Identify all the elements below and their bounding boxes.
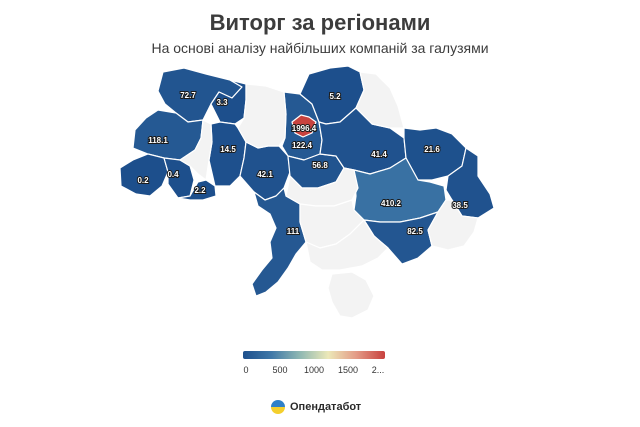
region-value-label-chernihiv: 5.2	[329, 92, 341, 101]
legend-tick: 500	[272, 365, 288, 375]
legend-ticks: 0 500 1000 1500 2...	[243, 365, 385, 383]
brand-logo[interactable]: Опендатабот	[271, 400, 361, 414]
region-sumy[interactable]	[355, 71, 405, 129]
region-value-label-poltava: 41.4	[371, 150, 387, 159]
region-value-label-chernivtsi: 2.2	[194, 186, 206, 195]
region-value-label-odesa: 111	[287, 227, 300, 236]
region-kherson[interactable]	[305, 219, 389, 271]
region-donetsk[interactable]	[427, 199, 479, 251]
region-kyiv-city[interactable]	[291, 114, 317, 138]
legend-gradient-bar	[243, 351, 385, 359]
region-value-label-luhansk: 38.5	[452, 201, 468, 210]
legend-tick: 0	[243, 365, 249, 375]
legend-tick: 2...	[371, 365, 385, 375]
region-zakarpattia[interactable]	[119, 153, 169, 197]
region-value-label-rivne: 3.3	[216, 98, 228, 107]
region-value-label-ivano-frankivsk: 0.4	[167, 170, 179, 179]
region-value-label-lviv: 118.1	[148, 136, 168, 145]
page-subtitle: На основі аналізу найбільших компаній за…	[151, 40, 489, 56]
region-zhytomyr[interactable]	[237, 83, 287, 149]
region-value-label-zakarpattia: 0.2	[137, 176, 149, 185]
opendatabot-icon	[271, 400, 285, 414]
page-title: Виторг за регіонами	[209, 10, 431, 35]
legend-tick: 1000	[303, 365, 325, 375]
region-value-label-zaporizhzhia: 82.5	[407, 227, 423, 236]
legend-tick: 1500	[337, 365, 359, 375]
region-crimea[interactable]	[327, 271, 375, 319]
region-value-label-vinnytsia: 42.1	[257, 170, 273, 179]
region-value-label-kyiv-oblast: 122.4	[292, 141, 313, 150]
color-legend: 0 500 1000 1500 2...	[243, 351, 385, 383]
region-value-label-cherkasy: 56.8	[312, 161, 328, 170]
region-odesa[interactable]	[251, 187, 307, 297]
brand-name: Опендатабот	[290, 401, 362, 413]
region-value-label-volyn: 72.7	[180, 91, 196, 100]
region-luhansk[interactable]	[445, 147, 495, 219]
region-value-label-kharkiv: 21.6	[424, 145, 440, 154]
region-ternopil[interactable]	[179, 119, 213, 181]
region-value-label-khmelnytskyi: 14.5	[220, 145, 236, 154]
region-value-label-dnipropetrovsk: 410.2	[381, 199, 402, 208]
region-value-label-kyiv-city: 1996.4	[292, 124, 317, 133]
